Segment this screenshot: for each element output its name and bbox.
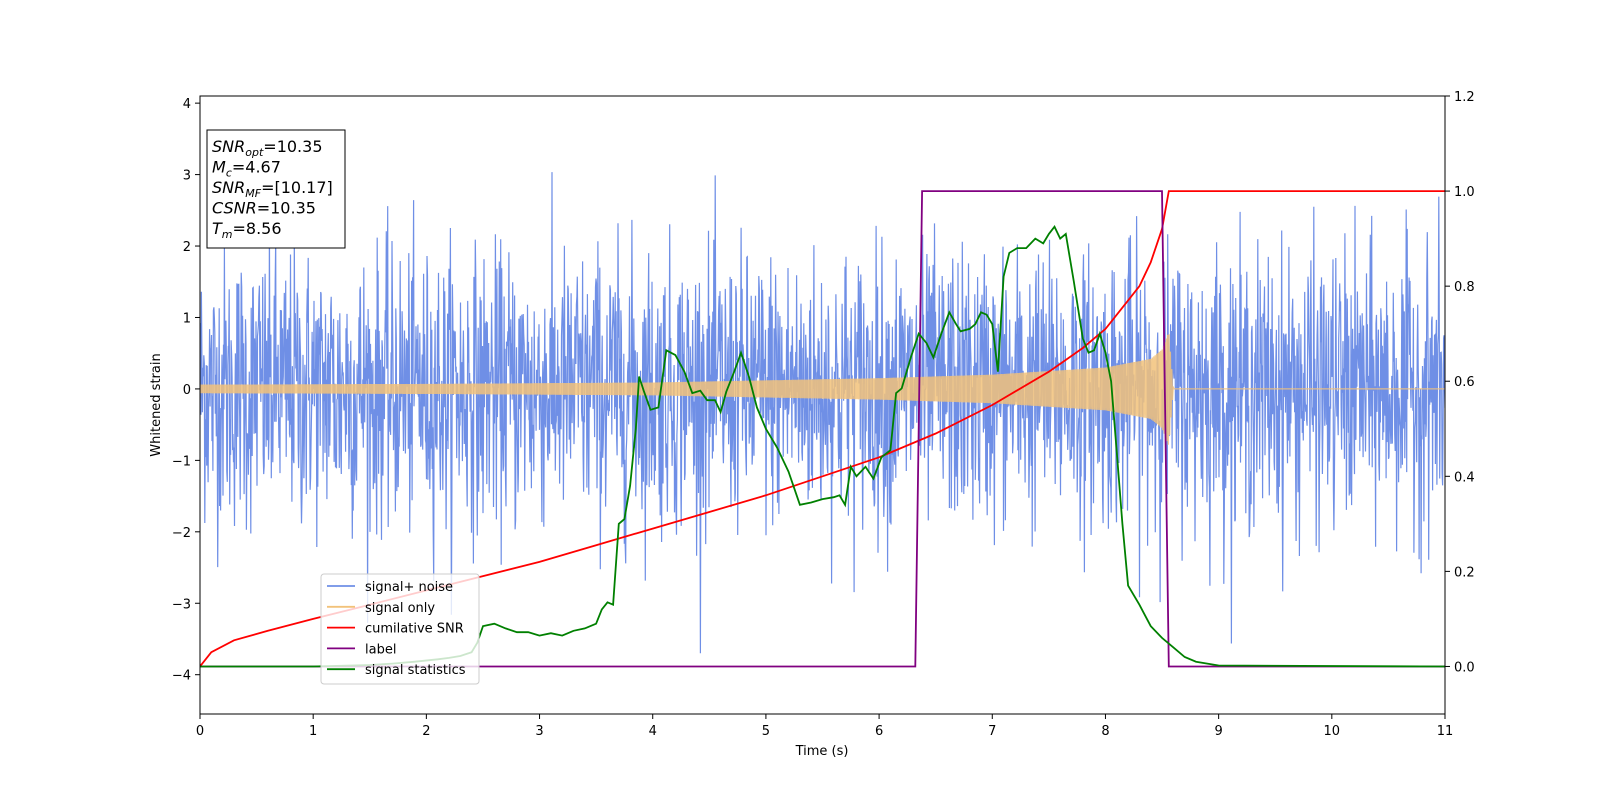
y2-tick-label: 0.6 xyxy=(1454,375,1475,390)
legend: signal+ noise signal only cumilative SNR la… xyxy=(320,573,480,685)
stats-line: SNRMF=[10.17] xyxy=(212,178,333,200)
y-tick-label: −1 xyxy=(172,454,191,469)
y2-tick-label: 0.8 xyxy=(1454,280,1475,295)
y-axis-right: 0.0 0.2 0.4 0.6 0.8 1.0 1.2 xyxy=(1445,90,1475,675)
y-tick-label: 3 xyxy=(183,169,191,184)
y-axis-left: −4 −3 −2 −1 0 1 2 3 4 xyxy=(172,97,200,684)
series-line-signal-statistics xyxy=(200,224,1445,668)
y2-tick-label: 0.2 xyxy=(1454,565,1475,580)
stats-line: SNRopt=10.35 xyxy=(212,137,323,159)
x-tick-label: 11 xyxy=(1437,724,1454,739)
x-tick-label: 3 xyxy=(535,724,543,739)
legend-label: cumilative SNR xyxy=(365,622,464,637)
plot-frame xyxy=(199,95,1446,715)
x-tick-label: 1 xyxy=(309,724,317,739)
x-tick-label: 6 xyxy=(875,724,883,739)
legend-label: signal only xyxy=(365,601,435,616)
legend-label: signal+ noise xyxy=(365,580,453,595)
y2-tick-label: 1.2 xyxy=(1454,90,1475,105)
y-tick-label: 1 xyxy=(183,311,191,326)
x-tick-label: 4 xyxy=(649,724,657,739)
x-axis-label: Time (s) xyxy=(795,744,849,759)
series-line-signal-noise xyxy=(200,172,1445,654)
y-tick-label: 0 xyxy=(183,383,191,398)
legend-label: label xyxy=(365,642,396,657)
x-tick-label: 9 xyxy=(1214,724,1222,739)
x-axis: 0 1 2 3 4 5 6 7 8 9 10 11 xyxy=(196,714,1453,739)
stats-box: SNRopt=10.35Mc=4.67SNRMF=[10.17]CSNR=10.… xyxy=(206,129,346,249)
x-tick-label: 7 xyxy=(988,724,996,739)
y-tick-label: 2 xyxy=(183,240,191,255)
stats-line: Tm=8.56 xyxy=(212,219,282,241)
x-tick-label: 8 xyxy=(1101,724,1109,739)
legend-label: signal statistics xyxy=(365,663,466,678)
series-line-signal-only xyxy=(200,334,1445,445)
series-line-label xyxy=(200,190,1445,668)
x-tick-label: 10 xyxy=(1324,724,1341,739)
legend-frame xyxy=(320,573,480,685)
stats-box-frame xyxy=(206,129,346,249)
y-tick-label: −2 xyxy=(172,526,191,541)
y-tick-label: −4 xyxy=(172,669,191,684)
x-tick-label: 0 xyxy=(196,724,204,739)
y-tick-label: 4 xyxy=(183,97,191,112)
x-tick-label: 5 xyxy=(762,724,770,739)
y-tick-label: −3 xyxy=(172,597,191,612)
stats-line: CSNR=10.35 xyxy=(212,199,316,218)
y2-tick-label: 1.0 xyxy=(1454,185,1475,200)
y-axis-label: Whitened strain xyxy=(149,353,164,456)
y2-tick-label: 0.0 xyxy=(1454,660,1475,675)
stats-line: Mc=4.67 xyxy=(212,158,281,180)
x-tick-label: 2 xyxy=(422,724,430,739)
y2-tick-label: 0.4 xyxy=(1454,470,1475,485)
